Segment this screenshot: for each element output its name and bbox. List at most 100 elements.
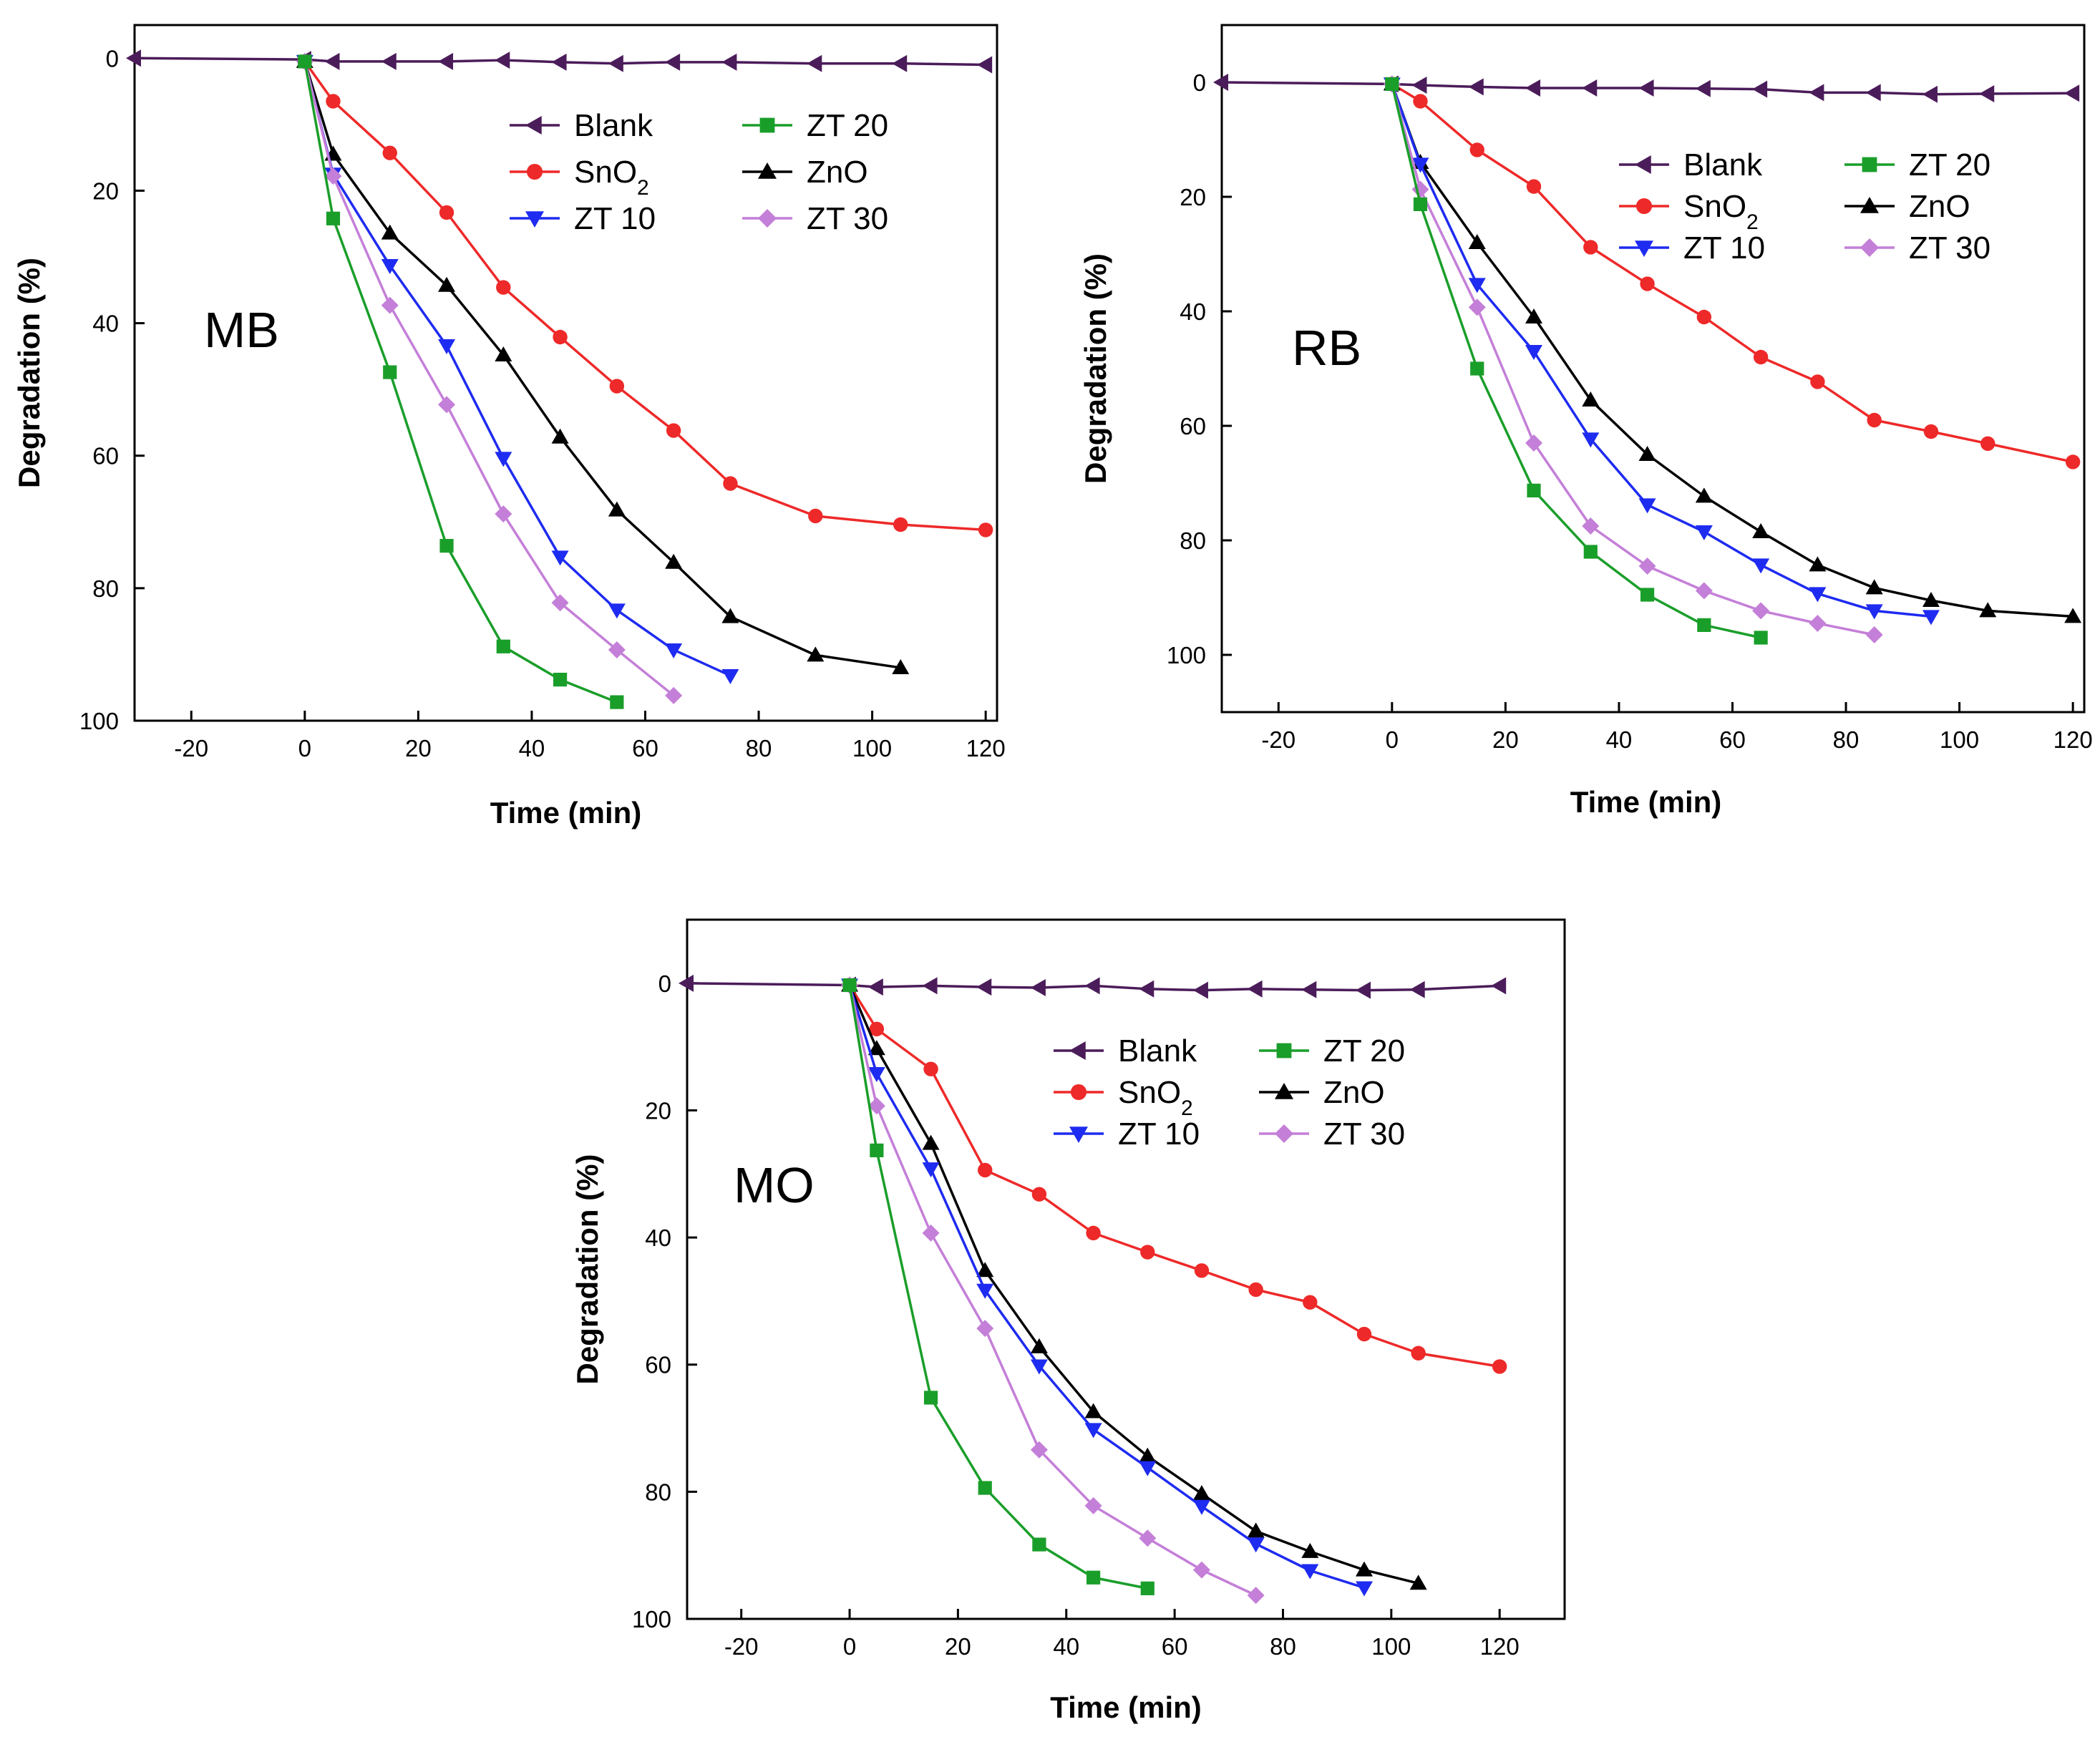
x-axis: -20 0 20 40 60 80 100 120 <box>1261 702 2093 753</box>
data-point <box>1409 980 1425 998</box>
data-point <box>1865 604 1883 620</box>
data-point <box>922 1224 940 1242</box>
data-point <box>1752 602 1770 620</box>
chart-panel-mb: -20 0 20 40 60 80 100 120 0 20 40 60 80 100 Time (min)… <box>12 24 1006 829</box>
data-point <box>1809 587 1827 603</box>
data-point <box>1139 1461 1157 1476</box>
x-tick-label: 20 <box>945 1633 971 1660</box>
data-point <box>666 423 681 438</box>
plot-frame <box>133 24 998 722</box>
data-point <box>923 1061 938 1076</box>
plot-frame <box>1220 24 2086 714</box>
data-point <box>1922 592 1940 607</box>
data-point <box>1752 558 1770 574</box>
data-point <box>1582 517 1600 535</box>
legend-marker <box>525 116 542 135</box>
data-point <box>1032 1537 1046 1552</box>
legend-item: ZT 30 <box>1259 1116 1405 1152</box>
data-point <box>893 517 908 532</box>
data-point <box>1468 278 1486 293</box>
legend-item: SnO2 <box>1619 189 1759 234</box>
data-point <box>1638 498 1656 514</box>
data-point <box>1638 79 1654 97</box>
data-point <box>1980 436 1996 451</box>
legend-item: ZnO <box>742 155 868 190</box>
data-point <box>976 1262 994 1278</box>
data-point <box>1084 1497 1102 1514</box>
data-point <box>438 276 456 292</box>
series-blank <box>1213 74 2080 103</box>
data-point <box>551 53 567 71</box>
series-line <box>848 984 1419 1585</box>
x-axis-title: Time (min) <box>1570 785 1722 819</box>
data-point <box>1303 1295 1318 1310</box>
data-point <box>1084 977 1100 995</box>
data-point <box>1922 610 1940 626</box>
x-tick-label: -20 <box>1261 726 1296 753</box>
legend-label: ZnO <box>1323 1075 1385 1110</box>
data-point <box>665 643 683 658</box>
data-point <box>1922 85 1938 103</box>
data-point <box>608 603 626 619</box>
legend-marker <box>1635 240 1653 257</box>
data-point <box>1583 240 1598 255</box>
chart-panel-mo: -20 0 20 40 60 80 100 120 0 20 40 60 80 100 Time (min)… <box>570 918 1566 1724</box>
data-point <box>2064 608 2082 623</box>
data-point <box>1247 1522 1265 1538</box>
x-tick-label: 0 <box>843 1633 856 1660</box>
series-zt30 <box>296 52 683 704</box>
data-point <box>665 553 683 569</box>
data-point <box>608 641 626 658</box>
legend-marker <box>1635 155 1651 174</box>
data-point <box>1754 631 1768 645</box>
series-line <box>1391 83 1761 639</box>
data-point <box>298 54 312 69</box>
x-tick-label: 120 <box>1480 1633 1520 1660</box>
legend-marker <box>1860 238 1879 257</box>
series-zno <box>296 52 910 674</box>
data-point <box>1192 1561 1210 1579</box>
data-point <box>1582 391 1600 407</box>
x-tick-label: 40 <box>1606 726 1633 753</box>
series-zt20 <box>842 978 1154 1595</box>
data-point <box>1695 525 1713 540</box>
legend-label: SnO2 <box>574 155 649 200</box>
legend-marker <box>1275 1083 1293 1099</box>
data-point <box>721 53 737 71</box>
data-point <box>1192 1485 1210 1501</box>
legend-label: Blank <box>1118 1033 1197 1069</box>
data-point <box>381 259 399 275</box>
y-axis-title: Degradation (%) <box>12 258 46 488</box>
x-tick-label: -20 <box>724 1633 759 1660</box>
series-line <box>303 61 731 677</box>
data-point <box>807 646 825 662</box>
data-point <box>326 211 341 225</box>
data-point <box>1301 1542 1319 1558</box>
data-point <box>1411 77 1427 94</box>
data-point <box>1030 1338 1048 1353</box>
data-point <box>1084 1403 1102 1418</box>
x-tick-label: 80 <box>1270 1633 1296 1660</box>
data-point <box>381 224 399 240</box>
data-point <box>1640 276 1655 291</box>
data-point <box>438 339 456 355</box>
data-point <box>608 54 623 72</box>
data-point <box>1247 1537 1265 1553</box>
data-point <box>1468 298 1486 316</box>
legend-marker <box>1860 197 1879 213</box>
data-point <box>553 673 568 687</box>
data-point <box>1301 980 1317 998</box>
data-point <box>1809 556 1827 572</box>
series-line <box>303 61 675 697</box>
legend-label: ZT 20 <box>1909 147 1990 183</box>
legend-subscript: 2 <box>1746 210 1759 234</box>
data-point <box>1192 1499 1210 1515</box>
data-point <box>1640 588 1655 602</box>
legend-marker <box>758 162 777 179</box>
series-blank <box>679 974 1507 999</box>
x-axis-title: Time (min) <box>1050 1690 1202 1724</box>
data-point <box>609 379 625 394</box>
data-point <box>1086 1570 1101 1585</box>
